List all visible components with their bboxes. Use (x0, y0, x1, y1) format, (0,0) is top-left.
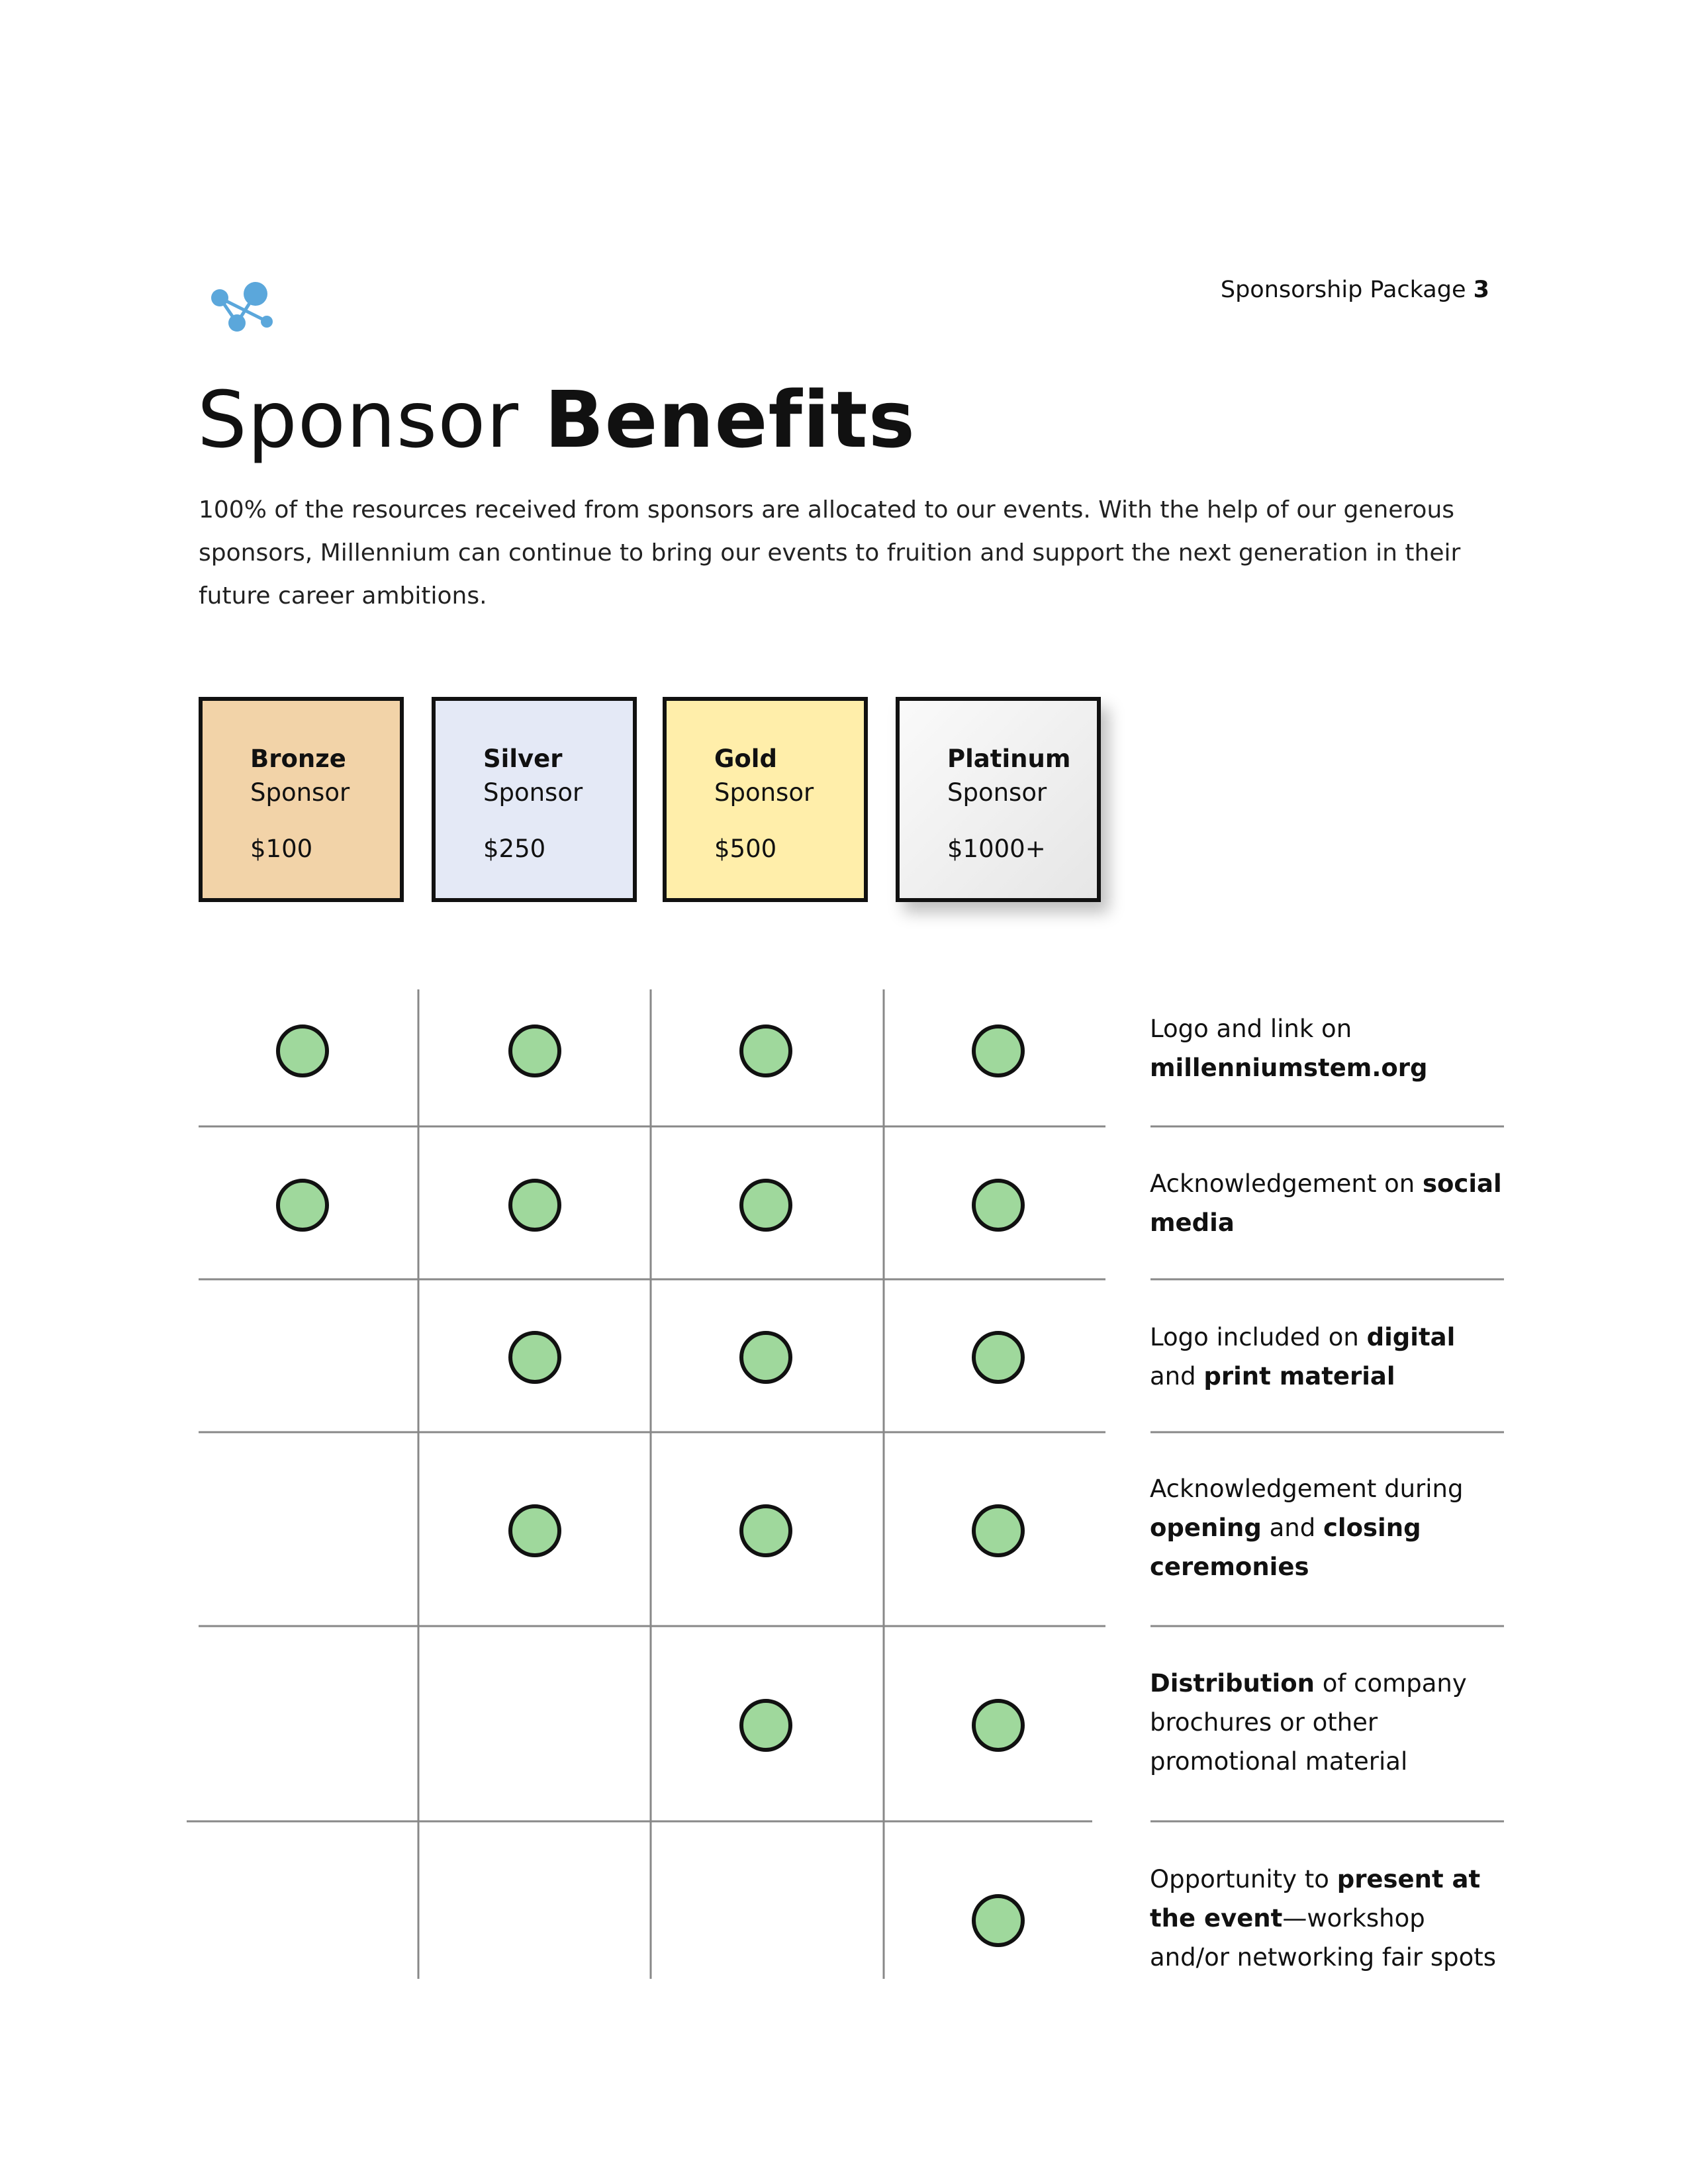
check-circle-icon (972, 1179, 1025, 1232)
tier-price: $250 (483, 835, 546, 863)
check-circle-icon (508, 1504, 561, 1557)
benefit-label: Opportunity to present at the event—work… (1150, 1860, 1507, 1977)
page-number: 3 (1473, 277, 1489, 303)
benefit-label: Logo included on digital and print mater… (1150, 1318, 1507, 1396)
benefit-label-text: and (1261, 1514, 1323, 1542)
benefit-label-bold: opening (1150, 1514, 1262, 1542)
check-circle-icon (972, 1894, 1025, 1947)
page-header: Sponsorship Package 3 (1221, 277, 1489, 303)
benefit-label-bold: Distribution (1150, 1669, 1315, 1698)
check-circle-icon (739, 1331, 792, 1384)
benefit-label-text: Opportunity to (1150, 1865, 1337, 1893)
check-circle-icon (972, 1699, 1025, 1752)
check-circle-icon (972, 1504, 1025, 1557)
benefit-label-bold: social media (1150, 1169, 1502, 1237)
check-circle-icon (276, 1179, 329, 1232)
tier-subtitle: Sponsor (947, 778, 1047, 807)
tier-name: Platinum (947, 745, 1071, 773)
title-light: Sponsor (197, 374, 519, 465)
benefit-label-bold: present at the event (1150, 1865, 1481, 1933)
tier-card-platinum: Platinum Sponsor $1000+ (896, 697, 1101, 902)
benefit-label-text: Logo included on (1150, 1323, 1367, 1351)
benefit-label: Distribution of company brochures or oth… (1150, 1664, 1507, 1781)
tier-price: $1000+ (947, 835, 1046, 863)
tier-subtitle: Sponsor (250, 778, 350, 807)
check-circle-icon (739, 1179, 792, 1232)
check-circle-icon (739, 1504, 792, 1557)
benefit-label-text: Logo and link on (1150, 1015, 1352, 1043)
check-circle-icon (276, 1024, 329, 1077)
benefit-label: Logo and link on millenniumstem.org (1150, 1009, 1507, 1087)
tier-name: Bronze (250, 745, 346, 773)
tier-card-silver: Silver Sponsor $250 (432, 697, 637, 902)
benefit-label-bold: millenniumstem.org (1150, 1054, 1428, 1082)
check-circle-icon (508, 1331, 561, 1384)
tier-card-gold: Gold Sponsor $500 (663, 697, 868, 902)
tier-card-bronze: Bronze Sponsor $100 (199, 697, 404, 902)
benefit-label-bold: print material (1203, 1362, 1395, 1390)
tier-name: Gold (714, 745, 777, 773)
page-title: Sponsor Benefits (197, 374, 915, 465)
benefit-label: Acknowledgement during opening and closi… (1150, 1469, 1507, 1586)
header-text: Sponsorship Package (1220, 277, 1466, 303)
tier-name: Silver (483, 745, 563, 773)
benefit-label-text: of company brochures or other promotiona… (1150, 1669, 1467, 1776)
intro-paragraph: 100% of the resources received from spon… (199, 496, 1461, 610)
benefit-label-bold: digital (1366, 1323, 1456, 1351)
benefit-label: Acknowledgement on social media (1150, 1164, 1507, 1242)
tier-subtitle: Sponsor (483, 778, 583, 807)
check-circle-icon (972, 1331, 1025, 1384)
tier-price: $100 (250, 835, 313, 863)
check-circle-icon (508, 1024, 561, 1077)
check-circle-icon (972, 1024, 1025, 1077)
check-circle-icon (739, 1024, 792, 1077)
benefit-label-text: Acknowledgement on (1150, 1169, 1423, 1198)
benefit-label-text: —workshop and/or networking fair spots (1150, 1904, 1497, 1972)
benefit-label-text: Acknowledgement during (1150, 1475, 1464, 1503)
check-circle-icon (508, 1179, 561, 1232)
tier-price: $500 (714, 835, 777, 863)
check-circle-icon (739, 1699, 792, 1752)
title-bold: Benefits (544, 374, 915, 465)
tier-subtitle: Sponsor (714, 778, 814, 807)
benefit-label-bold: closing ceremonies (1150, 1514, 1421, 1581)
molecule-logo-icon (211, 282, 273, 332)
benefit-label-text: and (1150, 1362, 1204, 1390)
